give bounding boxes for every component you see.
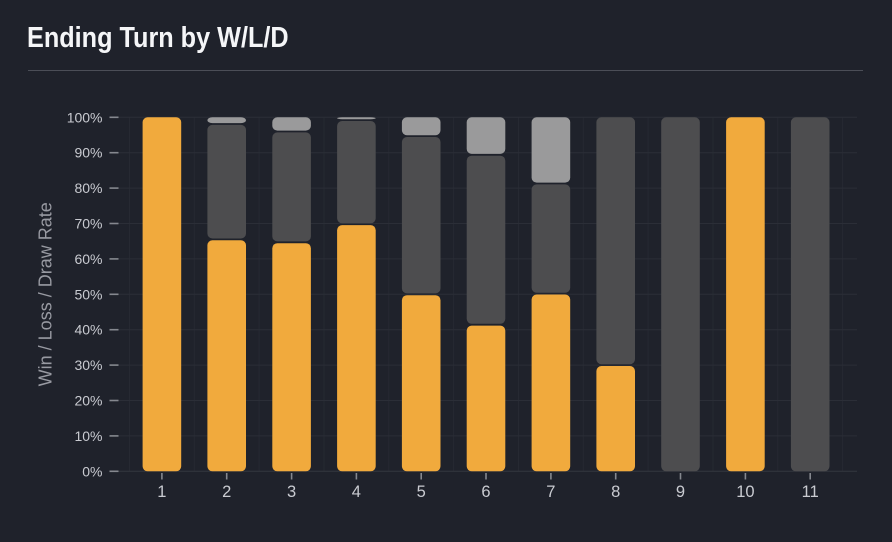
svg-text:20%: 20% [74, 393, 102, 409]
svg-text:80%: 80% [74, 180, 102, 196]
svg-text:9: 9 [676, 483, 685, 501]
svg-text:100%: 100% [67, 109, 103, 125]
svg-text:2: 2 [222, 483, 231, 501]
svg-text:60%: 60% [74, 251, 102, 267]
svg-text:10%: 10% [74, 428, 102, 444]
svg-text:90%: 90% [74, 145, 102, 161]
svg-text:10: 10 [736, 483, 754, 501]
svg-text:8: 8 [611, 483, 620, 501]
svg-text:40%: 40% [74, 322, 102, 338]
svg-text:6: 6 [481, 483, 490, 501]
svg-text:0%: 0% [82, 463, 102, 479]
svg-text:5: 5 [417, 483, 426, 501]
svg-text:7: 7 [546, 483, 555, 501]
svg-text:4: 4 [352, 483, 361, 501]
svg-text:Win / Loss / Draw Rate: Win / Loss / Draw Rate [36, 202, 56, 386]
svg-text:11: 11 [802, 483, 819, 501]
svg-text:70%: 70% [74, 216, 102, 232]
svg-text:1: 1 [157, 483, 166, 501]
svg-text:30%: 30% [74, 357, 102, 373]
svg-text:3: 3 [287, 483, 296, 501]
svg-text:50%: 50% [74, 286, 102, 302]
